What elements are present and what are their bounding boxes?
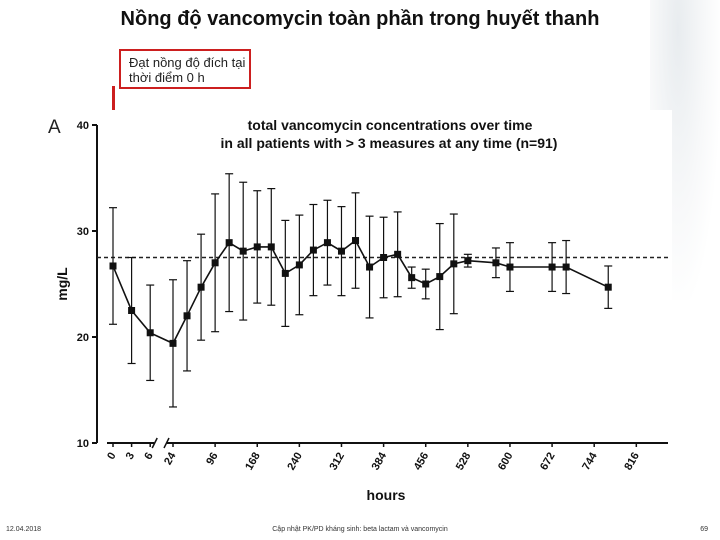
data-point — [408, 274, 416, 282]
x-tick-label: 0 — [105, 451, 118, 462]
data-point — [366, 263, 374, 271]
data-point — [323, 239, 331, 247]
slide-title: Nồng độ vancomycin toàn phần trong huyết… — [120, 8, 600, 30]
x-tick-label: 3 — [124, 451, 137, 462]
y-tick-label: 40 — [77, 120, 89, 132]
data-point — [253, 243, 261, 251]
x-tick-label: 6 — [142, 451, 155, 462]
data-point — [309, 246, 317, 254]
y-tick-label: 30 — [77, 226, 89, 238]
data-point — [394, 250, 402, 258]
data-point — [506, 263, 514, 271]
target-callout: Đạt nồng độ đích tại thời điểm 0 h — [119, 49, 251, 89]
data-point — [146, 329, 154, 337]
data-point — [337, 247, 345, 255]
footer-date: 12.04.2018 — [6, 526, 42, 533]
x-tick-label: 240 — [285, 451, 305, 473]
x-tick-label: 24 — [162, 450, 179, 467]
data-point — [548, 263, 556, 271]
data-point — [239, 247, 247, 255]
x-tick-label: 384 — [370, 450, 390, 473]
data-point — [562, 263, 570, 271]
y-tick-label: 10 — [77, 438, 89, 450]
page-number: 69 — [700, 526, 708, 533]
x-tick-label: 528 — [454, 451, 474, 473]
y-tick-label: 20 — [77, 332, 89, 344]
axis-break-mark — [163, 437, 170, 449]
data-point — [267, 243, 275, 251]
data-point — [281, 269, 289, 277]
data-point — [604, 283, 612, 291]
data-point — [450, 260, 458, 268]
y-axis-title: mg/L — [54, 267, 70, 301]
data-point — [183, 312, 191, 320]
data-point — [422, 280, 430, 288]
panel-label: A — [48, 117, 61, 138]
x-tick-label: 96 — [204, 451, 221, 468]
data-point — [197, 283, 205, 291]
data-point — [295, 261, 303, 269]
x-tick-label: 456 — [412, 451, 432, 473]
data-point — [109, 262, 117, 270]
x-tick-label: 816 — [622, 451, 642, 473]
data-point — [380, 254, 388, 261]
data-point — [492, 259, 500, 267]
footer-caption: Cập nhật PK/PD kháng sinh: beta lactam v… — [272, 526, 448, 533]
data-point — [436, 273, 444, 281]
data-point — [352, 237, 360, 245]
x-tick-label: 744 — [580, 450, 600, 473]
data-point — [128, 307, 136, 314]
data-point — [169, 339, 177, 347]
x-tick-label: 312 — [328, 451, 348, 473]
data-point — [211, 259, 219, 267]
data-point — [225, 239, 233, 247]
x-tick-label: 168 — [243, 451, 263, 473]
chart-title: total vancomycin concentrations over tim… — [248, 117, 533, 133]
x-axis-title: hours — [367, 487, 406, 503]
chart-subtitle: in all patients with > 3 measures at any… — [221, 135, 558, 151]
data-point — [464, 257, 472, 265]
x-tick-label: 672 — [538, 451, 558, 473]
series-line — [112, 239, 609, 345]
axis-break-mark — [151, 437, 158, 449]
x-tick-label: 600 — [496, 451, 516, 473]
